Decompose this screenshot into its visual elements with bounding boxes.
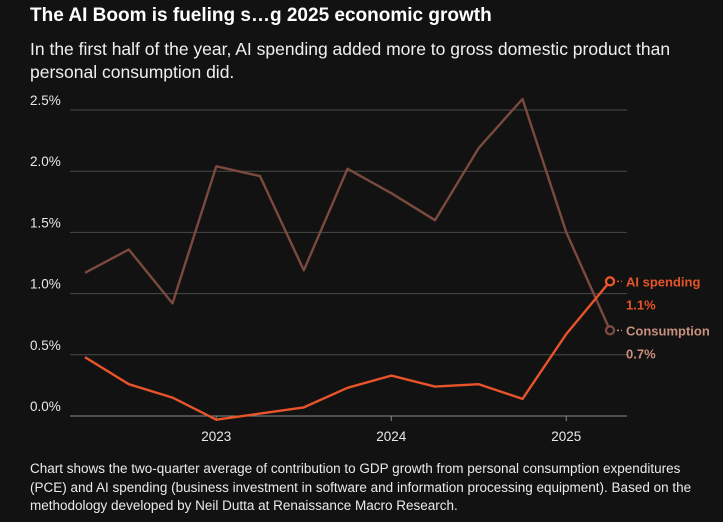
- y-tick-label: 2.0%: [30, 154, 61, 169]
- consumption-series-label: Consumption: [626, 323, 710, 338]
- consumption-value-label: 0.7%: [626, 346, 656, 361]
- ai-spending-end-marker: [604, 276, 616, 287]
- x-tick-label: 2024: [376, 429, 407, 444]
- x-tick-label: 2025: [551, 429, 581, 444]
- y-tick-label: 2.5%: [30, 93, 61, 108]
- y-tick-label: 0.5%: [30, 338, 61, 353]
- chart-footnote: Chart shows the two-quarter average of c…: [30, 461, 692, 513]
- chart-title: The AI Boom is fueling s…g 2025 economic…: [30, 5, 492, 26]
- consumption-end-marker: [604, 325, 616, 336]
- ai-spending-line: [84, 280, 611, 421]
- chart-subtitle: In the first half of the year, AI spendi…: [30, 39, 671, 82]
- consumption-line: [84, 97, 612, 331]
- line-chart: 0.0% 0.5% 1.0% 1.5% 2.0% 2.5% 2023 2024 2025 Cons…: [30, 93, 710, 444]
- y-tick-label: 1.5%: [30, 215, 61, 230]
- y-tick-label: 0.0%: [30, 399, 61, 414]
- y-tick-label: 1.0%: [30, 277, 61, 292]
- ai-spending-value-label: 1.1%: [626, 297, 656, 312]
- x-tick-label: 2023: [201, 429, 231, 444]
- ai-spending-series-label: AI spending: [626, 274, 700, 289]
